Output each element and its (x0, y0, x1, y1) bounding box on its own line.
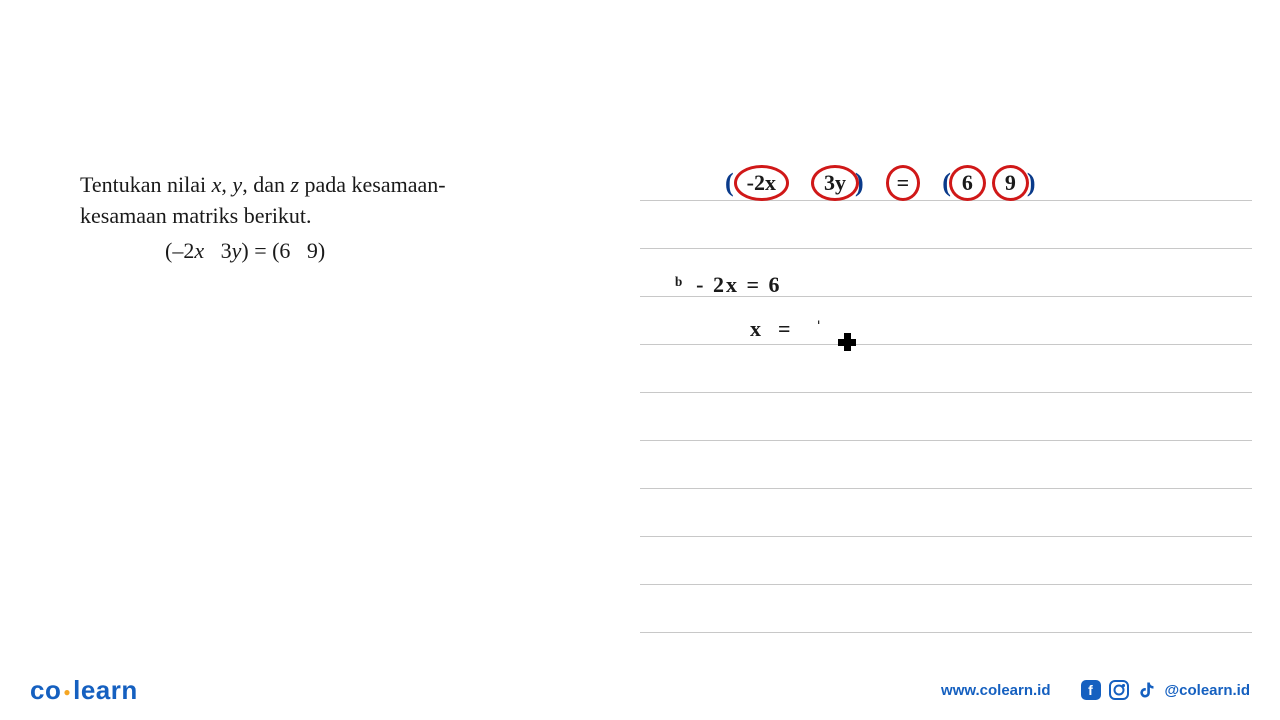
ruled-line (640, 536, 1252, 537)
work-panel: ( -2x 3y ) = ( 6 9 ) ᵇ - 2x = 6 x = ˈ (640, 0, 1280, 720)
step1-text: - 2x = 6 (696, 272, 781, 297)
eq-var: y (232, 238, 242, 263)
separator: , dan (242, 172, 290, 197)
question-text-part: Tentukan nilai (80, 172, 212, 197)
ruled-line (640, 392, 1252, 393)
ruled-line (640, 248, 1252, 249)
question-text-part: pada kesamaan- (299, 172, 446, 197)
handwritten-step2: x = ˈ (750, 316, 824, 342)
bullet: ᵇ (675, 272, 684, 297)
handwritten-step1: ᵇ - 2x = 6 (675, 272, 782, 298)
step2-text: x = (750, 316, 815, 341)
circled-term: 3y (811, 165, 859, 201)
matrix-equation: (–2x 3y) = (6 9) (80, 238, 600, 264)
question-line1: Tentukan nilai x, y, dan z pada kesamaan… (80, 170, 600, 201)
website-link[interactable]: www.colearn.id (941, 682, 1050, 699)
social-handle: @colearn.id (1165, 682, 1250, 699)
ruled-line (640, 440, 1252, 441)
footer: co●learn www.colearn.id f @colearn.id (0, 660, 1280, 720)
paren-blue: ) (1027, 168, 1036, 198)
facebook-icon[interactable]: f (1081, 680, 1101, 700)
circled-equals: = (886, 165, 921, 201)
logo-learn: learn (73, 675, 138, 705)
question-panel: Tentukan nilai x, y, dan z pada kesamaan… (0, 0, 640, 720)
ruled-line (640, 584, 1252, 585)
tiktok-icon[interactable] (1137, 680, 1157, 700)
var-z: z (290, 172, 299, 197)
logo-dot: ● (63, 685, 71, 699)
step2-partial: ˈ (815, 316, 824, 341)
social-group: f @colearn.id (1081, 680, 1250, 700)
instagram-icon[interactable] (1109, 680, 1129, 700)
eq-gap (204, 238, 221, 263)
eq-rhs: (6 9) (272, 238, 325, 263)
circled-term: 6 (949, 165, 986, 201)
eq-term: 3 (221, 238, 232, 263)
footer-right: www.colearn.id f @colearn.id (941, 680, 1250, 700)
eq-equals: = (249, 238, 272, 263)
paren-blue: ) (855, 168, 864, 198)
paren-blue: ( (725, 168, 734, 198)
handwritten-equation-top: ( -2x 3y ) = ( 6 9 ) (725, 165, 1036, 201)
circled-term: -2x (734, 165, 789, 201)
ruled-line (640, 632, 1252, 633)
var-x: x (212, 172, 222, 197)
eq-var: x (194, 238, 204, 263)
colearn-logo: co●learn (30, 675, 138, 706)
cursor-icon (838, 333, 856, 351)
question-line2: kesamaan matriks berikut. (80, 201, 600, 232)
ruled-line (640, 344, 1252, 345)
eq-term: –2 (172, 238, 194, 263)
paren-close: ) (241, 238, 248, 263)
var-y: y (232, 172, 242, 197)
separator: , (221, 172, 232, 197)
ruled-line (640, 488, 1252, 489)
logo-co: co (30, 675, 61, 705)
circled-term: 9 (992, 165, 1029, 201)
